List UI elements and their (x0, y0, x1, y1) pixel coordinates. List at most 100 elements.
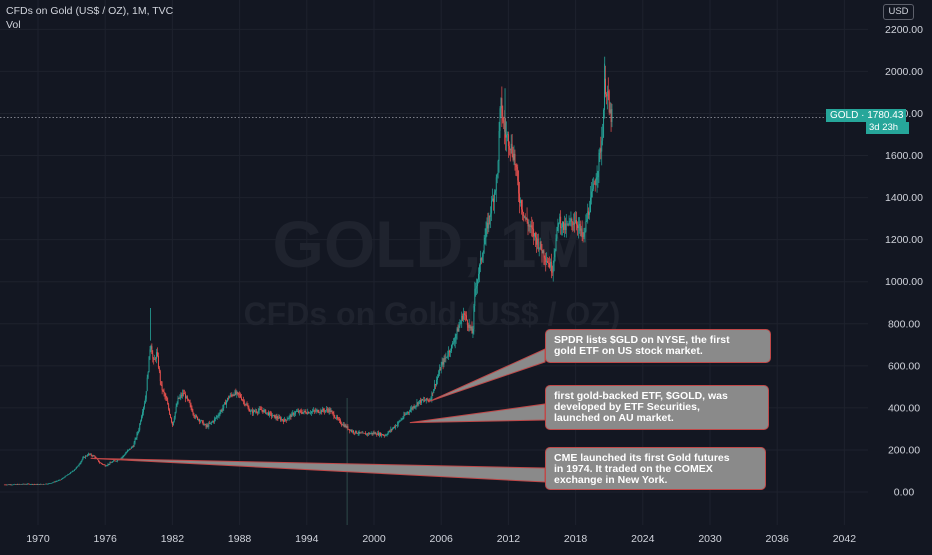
candle-body (46, 484, 48, 485)
candle-body (351, 430, 353, 432)
candle-body (387, 432, 389, 435)
candle-body (299, 410, 301, 412)
candle-body (108, 463, 110, 465)
candle-body (563, 223, 565, 230)
candle-body (215, 417, 217, 418)
candle-body (464, 313, 465, 315)
candle-body (493, 192, 495, 203)
candle-body (406, 413, 408, 414)
candle-body (434, 384, 436, 390)
candle-body (571, 219, 573, 223)
candle-body (38, 484, 40, 485)
candle-body (325, 409, 327, 411)
candle-body (606, 91, 608, 97)
candle-body (473, 306, 475, 329)
candle-body (566, 223, 568, 225)
callout-pointers (90, 348, 546, 483)
candle-body (342, 424, 344, 426)
candle-body (77, 465, 79, 467)
candle-body (369, 433, 371, 435)
candle-body (50, 483, 52, 484)
candle-body (207, 425, 209, 427)
candle-body (340, 423, 342, 425)
symbol-title[interactable]: CFDs on Gold (US$ / OZ), 1M, TVC (6, 5, 174, 17)
candle-body (577, 225, 579, 229)
annotation-cme-futures[interactable]: CME launched its first Gold futures in 1… (545, 447, 766, 490)
candle-body (76, 466, 78, 468)
candle-body (405, 413, 407, 415)
candle-body (585, 220, 587, 232)
candle-body (304, 410, 306, 412)
candle-body (138, 429, 140, 432)
candle-body (550, 261, 552, 273)
candle-body (129, 448, 130, 450)
candle-body (302, 412, 304, 414)
candle-body (409, 411, 410, 413)
candle-body (157, 352, 158, 357)
annotation-spdr-gld[interactable]: SPDR lists $GLD on NYSE, the first gold … (545, 329, 771, 363)
y-tick-label: 1000.00 (885, 276, 923, 288)
currency-button[interactable]: USD (883, 4, 914, 20)
candle-body (489, 215, 491, 217)
candle-body (301, 412, 303, 414)
candle-body (199, 420, 201, 422)
y-tick-label: 400.00 (888, 402, 920, 414)
x-tick-label: 1988 (228, 533, 252, 545)
candle-body (100, 462, 101, 464)
candle-body (218, 414, 220, 416)
candle-body (70, 472, 72, 474)
annotation-first-etf[interactable]: first gold-backed ETF, $GOLD, was develo… (545, 385, 769, 430)
candle-body (297, 411, 299, 413)
candle-body (282, 419, 283, 421)
candle-body (350, 430, 352, 431)
candle-body (43, 484, 45, 485)
candle-body (448, 350, 450, 356)
candle-body (456, 328, 458, 335)
candle-body (555, 238, 557, 251)
candle-body (527, 222, 529, 227)
candle-body (255, 411, 256, 413)
candle-body (472, 328, 474, 334)
candle-body (220, 410, 222, 413)
candle-body (459, 323, 461, 327)
candle-body (193, 413, 195, 416)
candle-body (169, 409, 171, 415)
candle-body (225, 402, 227, 405)
annotation-line: developed by ETF Securities, (554, 401, 700, 413)
candle-body (241, 399, 243, 401)
candle-body (561, 227, 563, 229)
candle-body (240, 394, 241, 398)
candle-body (413, 406, 415, 408)
candle-body (594, 184, 596, 185)
candle-body (409, 409, 411, 412)
candle-body (183, 393, 185, 394)
candle-body (535, 233, 536, 238)
candle-body (274, 415, 276, 419)
candle-body (602, 137, 604, 141)
candle-body (389, 430, 391, 432)
candle-body (112, 461, 114, 463)
candle-body (601, 140, 603, 152)
candle-body (153, 358, 155, 360)
candle-body (577, 224, 578, 229)
candle-body (310, 412, 311, 414)
candle-body (445, 356, 447, 359)
candle-body (449, 350, 451, 353)
last-price-value: 1780.43 (867, 110, 904, 121)
volume-indicator-label[interactable]: Vol (6, 19, 21, 31)
candle-body (255, 411, 257, 413)
grid (0, 0, 868, 525)
candle-body (185, 396, 187, 399)
candle-body (499, 108, 501, 131)
candle-body (401, 418, 403, 420)
candle-body (570, 219, 572, 222)
candle-body (403, 414, 405, 418)
candle-body (237, 392, 239, 393)
candle-body (34, 484, 36, 485)
candle-body (382, 435, 384, 436)
candle-body (5, 484, 7, 486)
candle-body (236, 392, 238, 394)
candle-body (264, 409, 266, 411)
